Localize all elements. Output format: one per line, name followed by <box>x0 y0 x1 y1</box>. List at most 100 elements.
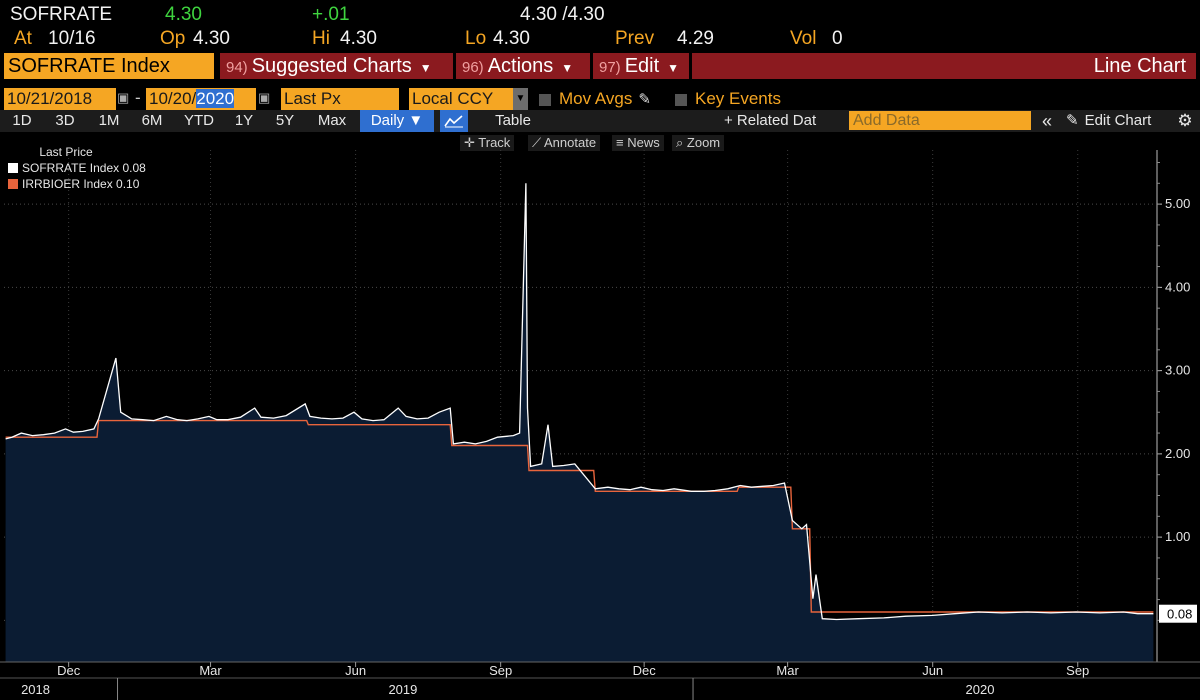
annotate-icon: ⟋ <box>532 135 544 150</box>
legend-swatch <box>8 163 18 173</box>
calendar-icon[interactable]: ▣ <box>117 90 130 105</box>
at-value: 10/16 <box>48 28 96 49</box>
year-label: 2018 <box>21 682 50 697</box>
x-tick-label: Sep <box>489 663 512 678</box>
quote-bid-ask: 4.30 /4.30 <box>520 4 605 25</box>
news-icon: ≡ <box>616 135 628 150</box>
quote-change: +.01 <box>312 4 350 25</box>
y-tick-label: 2.00 <box>1165 446 1190 461</box>
range-6m[interactable]: 6M <box>141 112 163 129</box>
range-ytd[interactable]: YTD <box>184 112 214 129</box>
edit-chart-button[interactable]: ✎ Edit Chart <box>1066 110 1168 132</box>
actions-menu[interactable]: 96) Actions ▼ <box>456 53 590 79</box>
year-label: 2020 <box>966 682 995 697</box>
axes: 1.00 2.00 3.00 4.00 5.00 0.08 Dec Mar Jun Sep Dec M… <box>0 150 1200 700</box>
pencil-icon[interactable]: ✎ <box>638 91 651 108</box>
collapse-icon[interactable]: « <box>1041 111 1052 131</box>
range-5y[interactable]: 5Y <box>275 112 295 129</box>
menu-number: 97) <box>599 59 621 76</box>
y-tick-label: 4.00 <box>1165 279 1190 294</box>
range-1m[interactable]: 1M <box>98 112 120 129</box>
x-tick-label: Jun <box>922 663 943 678</box>
high-value: 4.30 <box>340 28 377 49</box>
last-value-badge <box>1159 604 1197 623</box>
annotate-label: Annotate <box>544 135 597 150</box>
x-tick-label: Mar <box>199 663 222 678</box>
legend-item-sofr: SOFRRATE Index 0.08 <box>8 160 160 176</box>
menu-number: 94) <box>226 59 248 76</box>
area-fill <box>5 183 1154 663</box>
edit-menu[interactable]: 97) Edit ▼ <box>593 53 689 79</box>
checkbox-icon[interactable] <box>675 93 687 106</box>
y-tick-label: 5.00 <box>1165 196 1190 211</box>
range-3d[interactable]: 3D <box>55 112 75 129</box>
range-1d[interactable]: 1D <box>12 112 32 129</box>
menu-number: 96) <box>462 59 484 76</box>
open-value: 4.30 <box>193 28 230 49</box>
legend-value: 0.10 <box>116 177 140 191</box>
menu-label: Edit <box>624 55 660 77</box>
crosshair-icon: ✛ <box>464 135 479 150</box>
legend-value: 0.08 <box>122 161 146 175</box>
at-label: At <box>14 28 32 49</box>
x-tick-label: Dec <box>633 663 657 678</box>
chart-legend: Last Price SOFRRATE Index 0.08 IRRBIOER … <box>8 144 160 194</box>
y-tick-label: 3.00 <box>1165 363 1190 378</box>
view-title: Line Chart <box>692 53 1196 79</box>
key-events-label: Key Events <box>695 89 781 108</box>
edit-chart-label: Edit Chart <box>1084 112 1152 129</box>
related-data-button[interactable]: + Related Dat <box>724 112 817 129</box>
low-label: Lo <box>465 28 487 49</box>
range-1y[interactable]: 1Y <box>234 112 254 129</box>
vol-value: 0 <box>832 28 843 49</box>
gridlines <box>4 150 1155 662</box>
date-separator: - <box>135 88 141 107</box>
quote-last: 4.30 <box>165 4 202 25</box>
zoom-tool[interactable]: ⌕ Zoom <box>672 135 725 151</box>
ioer-line <box>5 419 1154 613</box>
line-chart-icon[interactable] <box>440 110 468 132</box>
checkbox-icon[interactable] <box>539 93 551 106</box>
gear-icon[interactable]: ⚙ <box>1177 111 1193 130</box>
frequency-selector[interactable]: Daily ▼ <box>360 110 434 132</box>
table-button[interactable]: Table <box>495 112 531 129</box>
add-data-field[interactable]: Add Data <box>849 111 1031 130</box>
quote-ticker: SOFRRATE <box>10 4 113 25</box>
zoom-label: Zoom <box>686 135 721 150</box>
legend-label: IRRBIOER Index <box>22 177 113 191</box>
legend-label: SOFRRATE Index <box>22 161 120 175</box>
end-date-prefix: 10/20/ <box>149 89 197 108</box>
key-events-toggle[interactable]: Key Events <box>675 88 781 110</box>
currency-selector[interactable]: Local CCY <box>409 88 515 110</box>
x-tick-label: Sep <box>1066 663 1089 678</box>
low-value: 4.30 <box>493 28 530 49</box>
menu-label: Suggested Charts <box>251 55 412 77</box>
annotate-tool[interactable]: ⟋ Annotate <box>528 135 601 151</box>
news-tool[interactable]: ≡ News <box>612 135 664 151</box>
legend-item-ioer: IRRBIOER Index 0.10 <box>8 176 160 192</box>
vol-label: Vol <box>790 28 817 49</box>
caret-down-icon: ▼ <box>667 61 680 75</box>
sofr-area <box>5 183 1154 663</box>
track-tool[interactable]: ✛ Track <box>460 135 515 151</box>
field-selector[interactable]: Last Px <box>281 88 399 110</box>
prev-label: Prev <box>615 28 655 49</box>
range-max[interactable]: Max <box>317 112 347 129</box>
mov-avgs-toggle[interactable]: Mov Avgs ✎ <box>539 88 651 110</box>
chevron-down-icon[interactable]: ▼ <box>513 88 528 110</box>
high-label: Hi <box>312 28 330 49</box>
track-label: Track <box>478 135 511 150</box>
prev-value: 4.29 <box>677 28 714 49</box>
legend-title: Last Price <box>39 145 93 159</box>
suggested-charts-menu[interactable]: 94) Suggested Charts ▼ <box>220 53 453 79</box>
quote-header: SOFRRATE 4.30 +.01 4.30 /4.30 At 10/16 O… <box>0 0 1200 52</box>
pencil-icon: ✎ <box>1066 112 1079 129</box>
security-field[interactable]: SOFRRATE Index <box>4 53 214 79</box>
last-value-label: 0.08 <box>1167 607 1192 622</box>
calendar-icon[interactable]: ▣ <box>258 90 271 105</box>
caret-down-icon: ▼ <box>561 61 574 75</box>
x-tick-label: Mar <box>776 663 799 678</box>
start-date-field[interactable]: 10/21/2018 <box>4 88 116 110</box>
end-date-field[interactable]: 10/20/2020 <box>146 88 256 110</box>
magnifier-icon: ⌕ <box>676 135 687 150</box>
